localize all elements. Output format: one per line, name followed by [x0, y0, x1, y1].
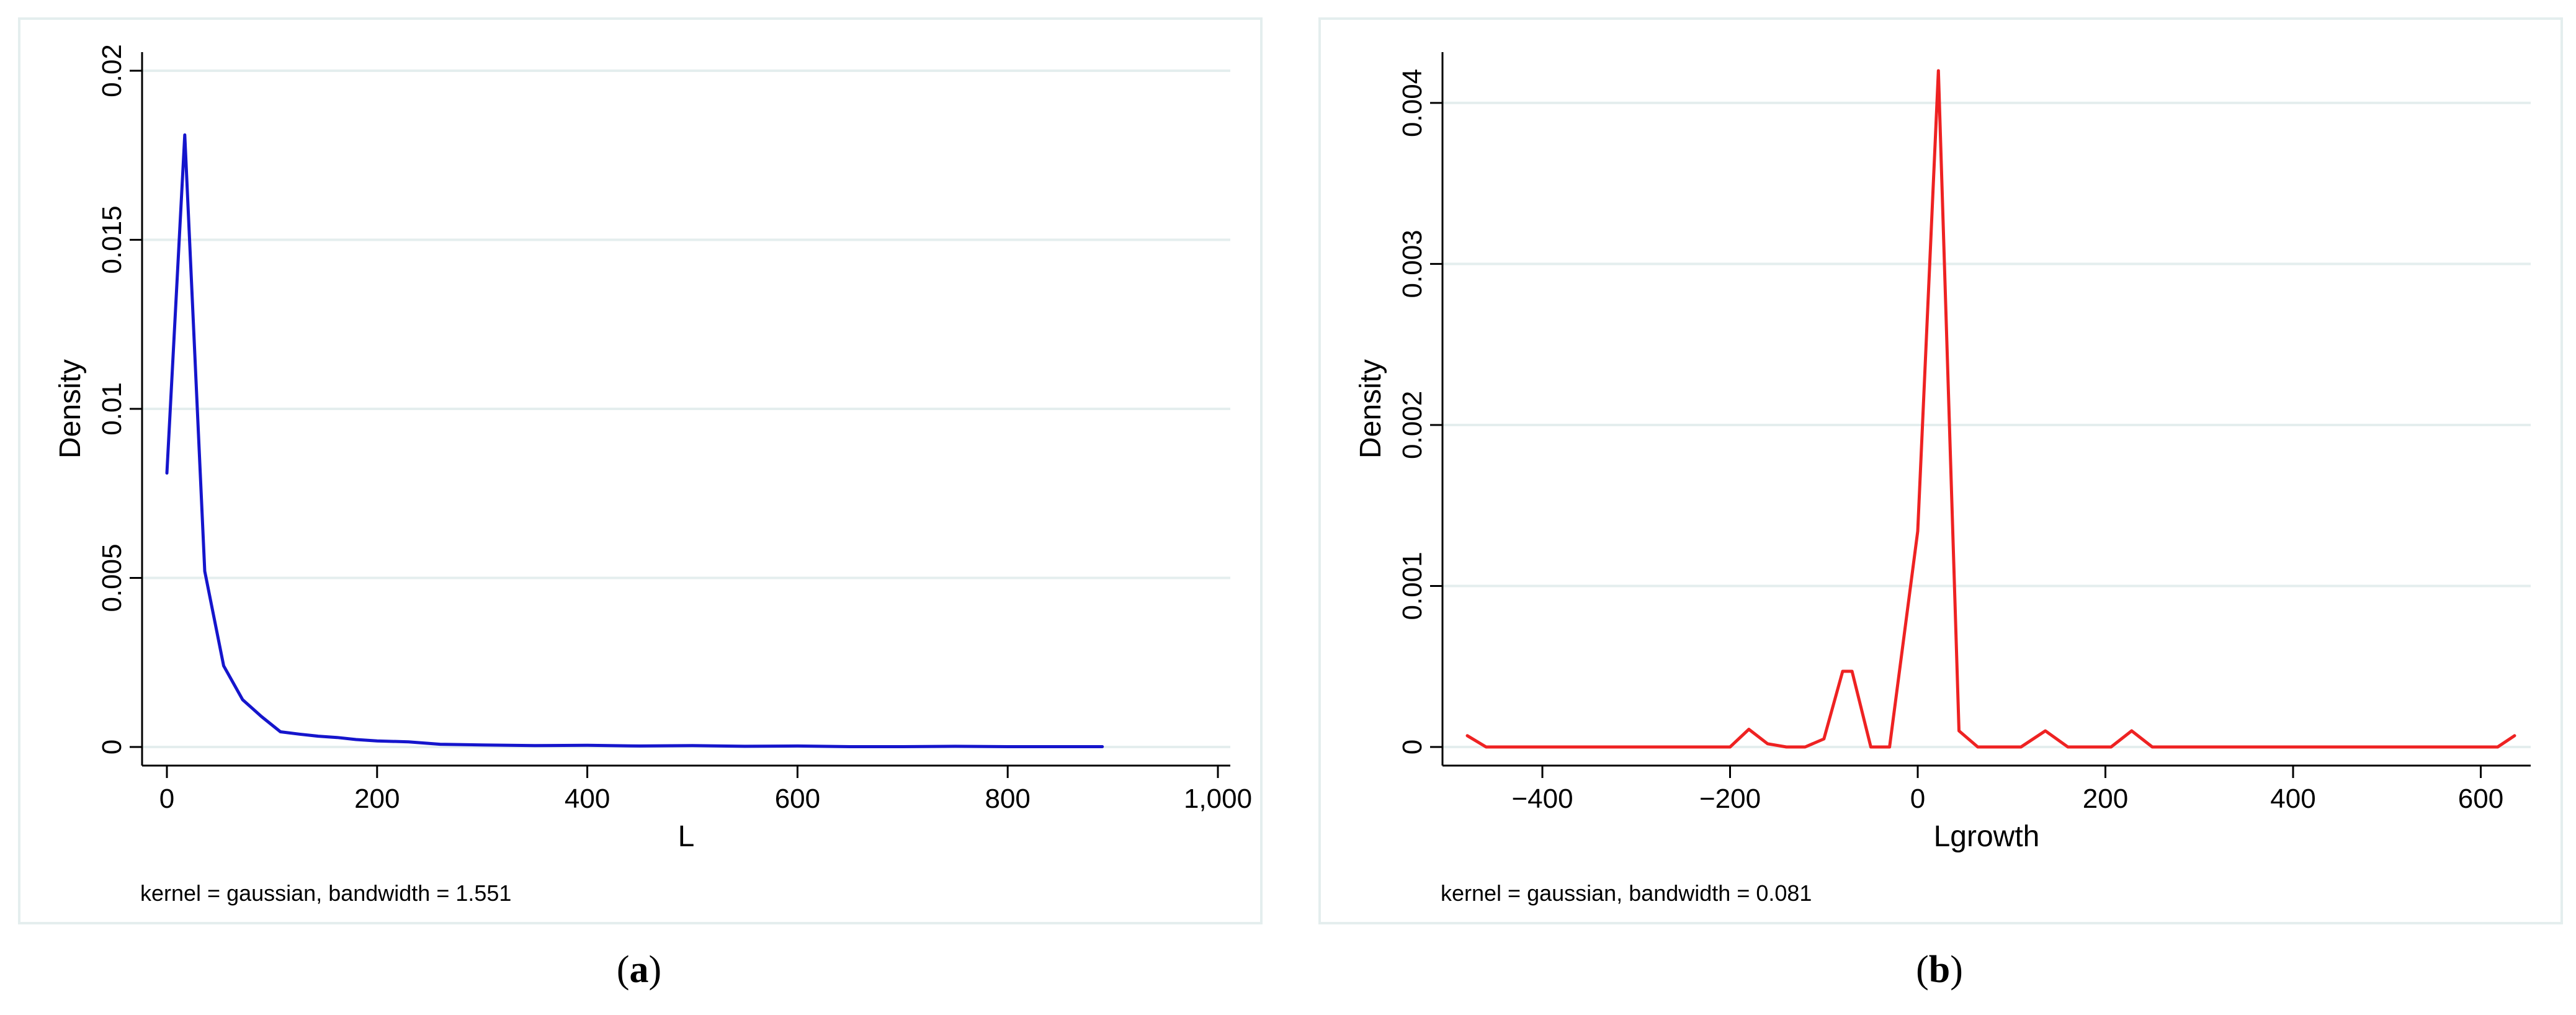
x-tick-label: 1,000: [1184, 784, 1252, 814]
y-tick-label: 0.005: [97, 543, 127, 612]
y-axis-label: Density: [1354, 359, 1387, 458]
kernel-note: kernel = gaussian, bandwidth = 1.551: [140, 880, 511, 906]
x-tick-label: 400: [565, 784, 610, 814]
y-tick-label: 0.003: [1397, 230, 1428, 298]
y-tick-label: 0.001: [1397, 552, 1428, 620]
density-line: [1465, 69, 2516, 749]
caption-a: (a): [616, 949, 662, 991]
x-tick-label: 200: [354, 784, 400, 814]
x-tick-label: −200: [1699, 784, 1761, 814]
kernel-note: kernel = gaussian, bandwidth = 0.081: [1441, 880, 1812, 906]
density-line: [165, 133, 1104, 748]
x-tick-label: 0: [1910, 784, 1925, 814]
y-tick-label: 0.015: [97, 205, 127, 274]
x-tick-label: 0: [159, 784, 174, 814]
chart-b: 0 0.001 0.002 0.003 0.004 −400 −200 0 200 400 600 L…: [1354, 52, 2531, 906]
chart-panel-b: 0 0.001 0.002 0.003 0.004 −400 −200 0 200 400 600 L…: [1318, 17, 2563, 924]
caption-b-letter: b: [1928, 949, 1951, 991]
y-tick-label: 0.004: [1397, 69, 1428, 137]
x-tick-label: 600: [775, 784, 820, 814]
y-tick-label: 0: [97, 740, 127, 754]
caption-a-letter: a: [629, 949, 649, 991]
x-tick-label: 400: [2270, 784, 2315, 814]
y-tick-label: 0: [1397, 740, 1428, 754]
y-tick-label: 0.002: [1397, 391, 1428, 459]
x-tick-label: 800: [985, 784, 1030, 814]
chart-a: 0 0.005 0.01 0.015 0.02 0 200 400 600 800 1,000 L De…: [54, 44, 1252, 906]
y-tick-label: 0.01: [97, 382, 127, 436]
chart-panel-a: 0 0.005 0.01 0.015 0.02 0 200 400 600 800 1,000 L De…: [18, 17, 1263, 924]
x-axis-label: Lgrowth: [1934, 820, 2040, 853]
x-axis-label: L: [678, 820, 695, 853]
y-axis-label: Density: [54, 359, 87, 458]
x-tick-label: 600: [2458, 784, 2503, 814]
y-tick-label: 0.02: [97, 44, 127, 97]
x-tick-label: 200: [2083, 784, 2128, 814]
x-tick-label: −400: [1511, 784, 1573, 814]
caption-b: (b): [1916, 949, 1963, 991]
